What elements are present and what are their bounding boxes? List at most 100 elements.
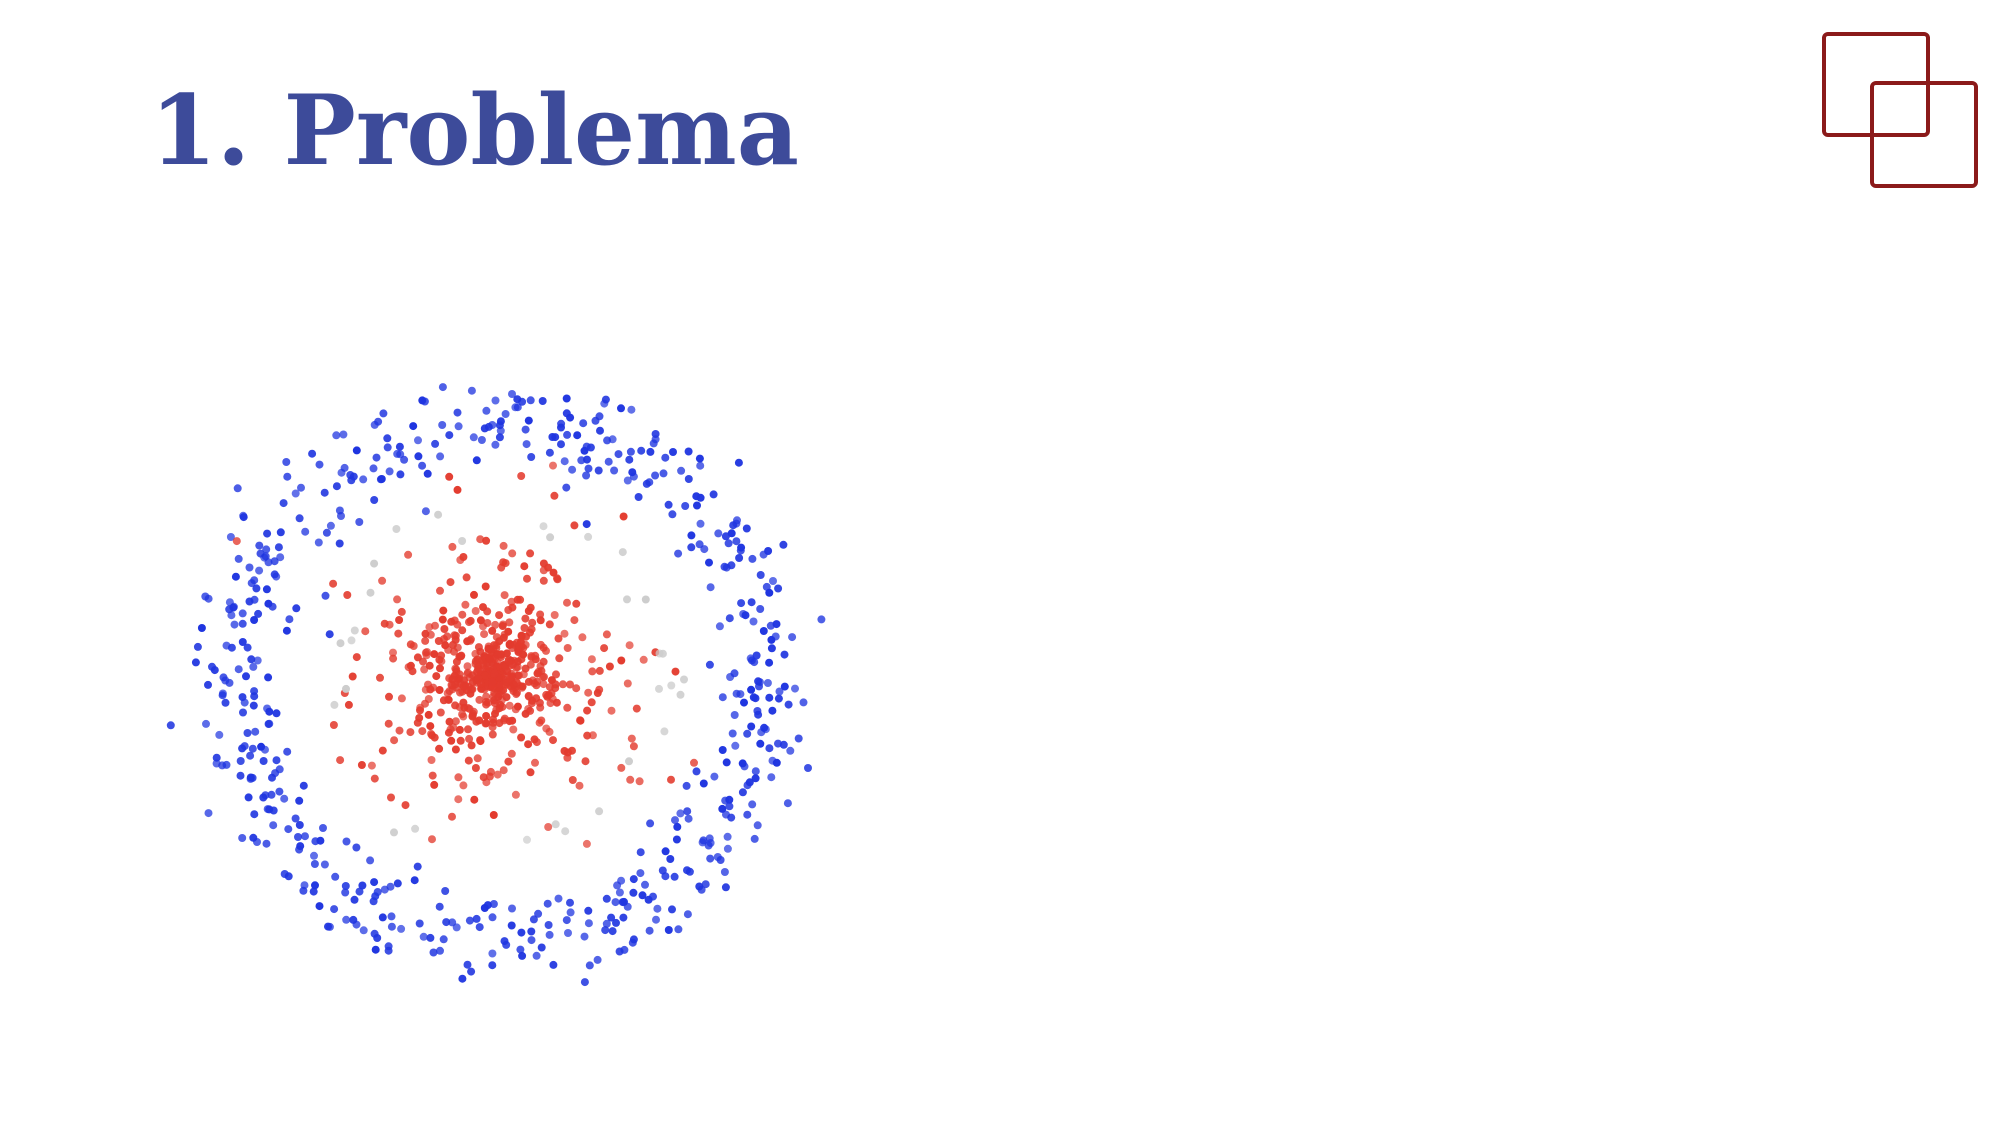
data-point (681, 502, 690, 510)
data-point (458, 610, 467, 619)
data-point (601, 926, 610, 935)
data-point (438, 383, 447, 392)
data-point (371, 892, 380, 901)
data-point (212, 759, 221, 768)
data-point (421, 507, 430, 516)
data-point (486, 767, 495, 776)
data-point (563, 598, 571, 607)
data-point (723, 832, 732, 841)
data-point (352, 653, 361, 662)
data-point (521, 614, 530, 623)
data-point (725, 795, 734, 804)
data-point (450, 647, 458, 656)
data-point (705, 660, 714, 669)
data-point (390, 736, 399, 745)
data-point (491, 620, 500, 629)
data-point (419, 932, 428, 941)
data-point (528, 618, 537, 627)
data-point (737, 599, 746, 608)
data-point (251, 727, 260, 736)
data-point (377, 475, 386, 483)
data-point (386, 882, 395, 891)
data-point (646, 447, 655, 456)
data-point (774, 739, 782, 748)
data-point (226, 533, 235, 541)
data-point (454, 795, 463, 804)
data-point (493, 651, 502, 660)
data-point (331, 872, 340, 881)
data-point (549, 960, 558, 969)
data-point (505, 639, 514, 648)
data-point (741, 611, 750, 620)
data-point (389, 648, 397, 657)
data-point (392, 525, 401, 533)
data-point (767, 773, 776, 782)
data-point (480, 630, 489, 639)
data-point (728, 729, 737, 738)
data-point (452, 923, 461, 932)
data-point (459, 781, 468, 790)
data-point (737, 543, 746, 552)
data-point (582, 471, 591, 480)
data-point (680, 675, 688, 684)
data-point (583, 706, 592, 715)
data-point (557, 440, 565, 449)
data-point (627, 734, 636, 743)
data-point (730, 669, 739, 678)
data-point (722, 758, 731, 767)
data-point (482, 536, 491, 545)
data-point (562, 409, 571, 418)
data-point (272, 756, 281, 765)
data-point (458, 537, 467, 545)
data-point (504, 657, 513, 666)
data-point (587, 698, 596, 707)
data-point (451, 717, 460, 726)
data-point (397, 694, 406, 703)
data-point (544, 921, 553, 929)
data-point (611, 898, 620, 907)
data-point (508, 716, 517, 725)
data-point (715, 622, 724, 631)
data-point (661, 847, 670, 856)
data-point (676, 809, 685, 818)
data-point (762, 582, 771, 591)
data-point (672, 835, 681, 844)
data-point (750, 834, 759, 843)
data-point (573, 431, 582, 440)
data-point (701, 880, 710, 889)
data-point (722, 563, 731, 572)
data-point (730, 711, 739, 719)
data-point (546, 533, 555, 542)
data-point (488, 678, 497, 687)
data-point (526, 396, 535, 405)
data-point (537, 943, 546, 952)
data-point (191, 658, 200, 667)
data-point (324, 922, 332, 931)
data-point (467, 741, 476, 750)
data-point (466, 636, 475, 645)
data-point (389, 654, 398, 663)
data-point (248, 744, 257, 753)
data-point (788, 633, 797, 642)
data-point (294, 833, 302, 841)
data-point (508, 390, 516, 398)
data-point (779, 540, 788, 549)
data-point (369, 464, 378, 473)
data-point (661, 453, 670, 462)
data-point (623, 679, 632, 688)
data-point (370, 559, 379, 568)
data-point (495, 433, 504, 442)
data-point (532, 694, 541, 703)
data-point (245, 563, 254, 572)
data-point (451, 745, 460, 754)
data-point (674, 925, 683, 934)
data-point (580, 978, 589, 987)
data-point (518, 951, 527, 960)
data-point (342, 915, 351, 924)
data-point (740, 698, 748, 707)
data-point (330, 905, 339, 914)
data-point (427, 756, 436, 764)
data-point (634, 493, 643, 501)
data-point (401, 801, 410, 810)
